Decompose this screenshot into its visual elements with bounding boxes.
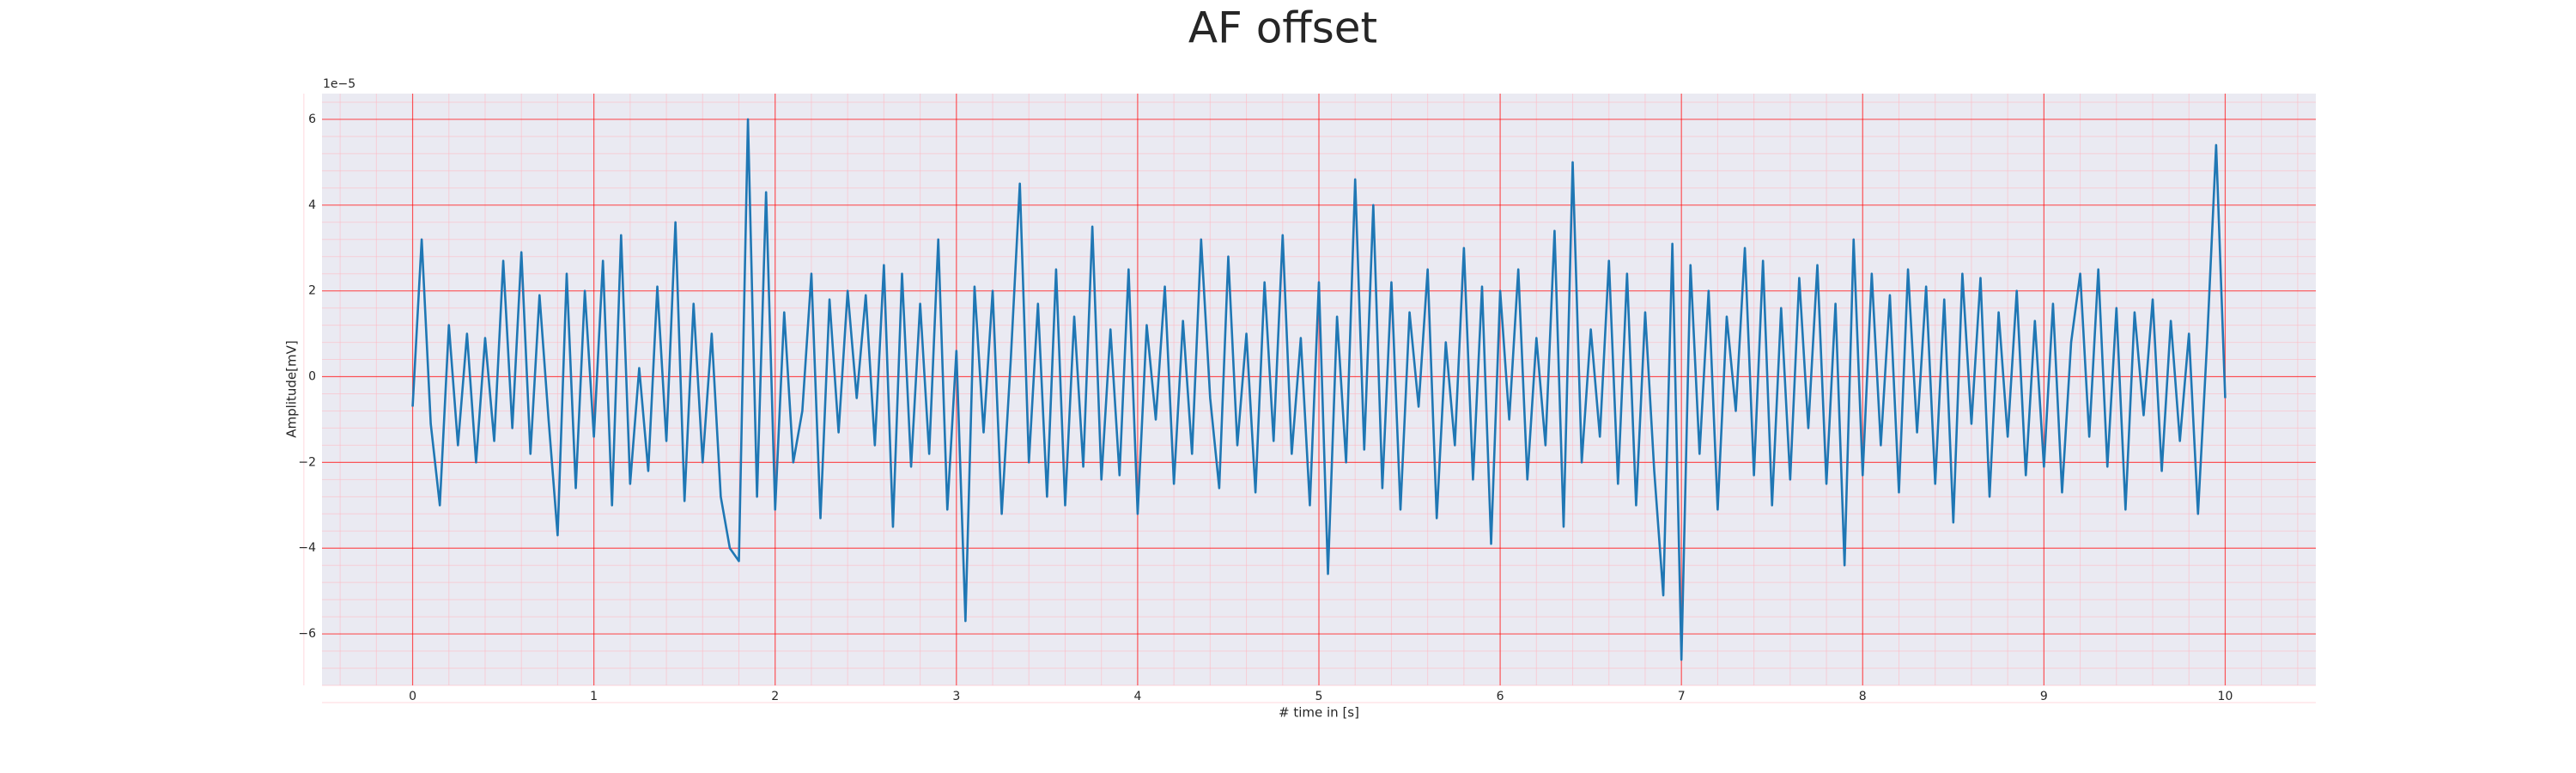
x-tick-label: 8 <box>1859 690 1867 703</box>
x-tick-label: 3 <box>952 690 960 703</box>
x-tick-label: 6 <box>1497 690 1504 703</box>
chart-title: AF offset <box>1188 3 1377 53</box>
x-tick-label: 5 <box>1315 690 1323 703</box>
y-tick-label: 2 <box>308 284 316 298</box>
y-axis-label: Amplitude[mV] <box>284 340 300 437</box>
x-tick-label: 1 <box>590 690 598 703</box>
y-tick-label: −4 <box>298 541 316 555</box>
x-tick-label: 4 <box>1133 690 1141 703</box>
x-axis-label: # time in [s] <box>1279 705 1359 721</box>
y-tick-label: −6 <box>298 627 316 641</box>
marks <box>411 118 2227 661</box>
x-tick-label: 0 <box>409 690 416 703</box>
x-tick-label: 7 <box>1678 690 1686 703</box>
offset-text: 1e−5 <box>323 77 355 91</box>
y-tick-label: −2 <box>298 455 316 469</box>
x-tick-label: 10 <box>2218 690 2233 703</box>
x-tick-label: 2 <box>771 690 779 703</box>
x-tick-label: 9 <box>2040 690 2048 703</box>
y-tick-label: 4 <box>308 198 316 212</box>
signal-line <box>411 118 2227 661</box>
y-tick-label: 6 <box>308 113 316 126</box>
y-tick-label: 0 <box>308 370 316 384</box>
